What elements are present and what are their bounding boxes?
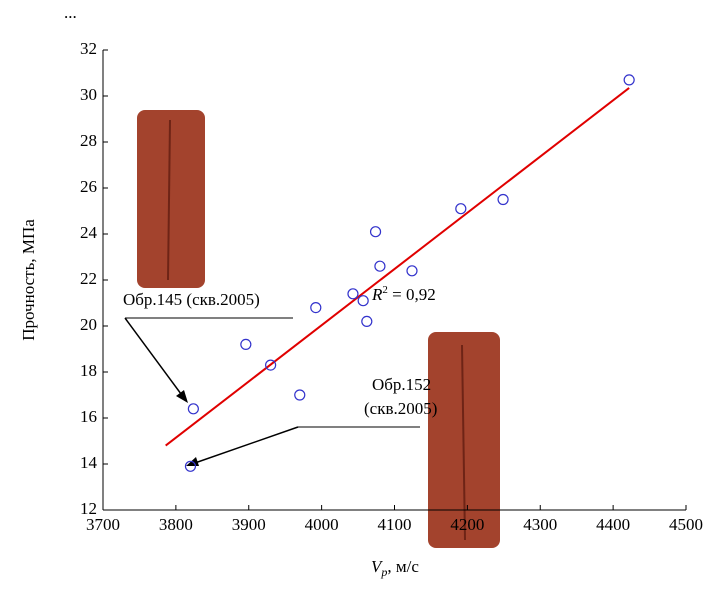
y-tick-label: 24 xyxy=(80,223,98,242)
x-tick-label: 4400 xyxy=(596,515,630,534)
y-tick-label: 14 xyxy=(80,453,98,472)
point xyxy=(311,303,321,313)
y-tick-label: 30 xyxy=(80,85,97,104)
y-tick-label: 12 xyxy=(80,499,97,518)
y-tick-label: 18 xyxy=(80,361,97,380)
arrow-head xyxy=(176,390,188,403)
x-tick-label: 4200 xyxy=(450,515,484,534)
point xyxy=(375,261,385,271)
x-tick-label: 3800 xyxy=(159,515,193,534)
x-label-subscript: p xyxy=(380,565,387,579)
point xyxy=(498,195,508,205)
y-tick-label: 16 xyxy=(80,407,97,426)
annotation-arrow xyxy=(192,427,298,464)
x-tick-label: 4100 xyxy=(378,515,412,534)
point xyxy=(358,296,368,306)
point xyxy=(407,266,417,276)
y-tick-label: 32 xyxy=(80,39,97,58)
y-tick-label: 26 xyxy=(80,177,97,196)
x-tick-label: 4300 xyxy=(523,515,557,534)
corner-text: ... xyxy=(64,3,77,22)
x-tick-label: 3900 xyxy=(232,515,266,534)
chart: ... Прочность, МПа Vp, м/с R2 = 0,92 Обр… xyxy=(0,0,706,584)
point xyxy=(362,316,372,326)
r2-symbol: R xyxy=(371,285,383,304)
y-axis-label: Прочность, МПа xyxy=(19,219,38,341)
annotation: (скв.2005) xyxy=(364,399,437,418)
annotation: Обр.145 (скв.2005) xyxy=(123,290,260,309)
y-tick-label: 22 xyxy=(80,269,97,288)
point xyxy=(371,227,381,237)
point xyxy=(295,390,305,400)
x-tick-label: 4000 xyxy=(305,515,339,534)
annotation-arrow xyxy=(125,318,184,398)
point xyxy=(348,289,358,299)
point xyxy=(188,404,198,414)
y-tick-label: 28 xyxy=(80,131,97,150)
annotation: Обр.152 xyxy=(372,375,431,394)
sample-photo xyxy=(137,110,205,288)
y-tick-label: 20 xyxy=(80,315,97,334)
x-tick-label: 4500 xyxy=(669,515,703,534)
x-label-unit: , м/с xyxy=(387,557,419,576)
x-axis-label: Vp, м/с xyxy=(371,557,419,579)
r2-annotation: R2 = 0,92 xyxy=(371,284,436,304)
r2-text: = 0,92 xyxy=(388,285,436,304)
point xyxy=(456,204,466,214)
point xyxy=(241,339,251,349)
point xyxy=(624,75,634,85)
